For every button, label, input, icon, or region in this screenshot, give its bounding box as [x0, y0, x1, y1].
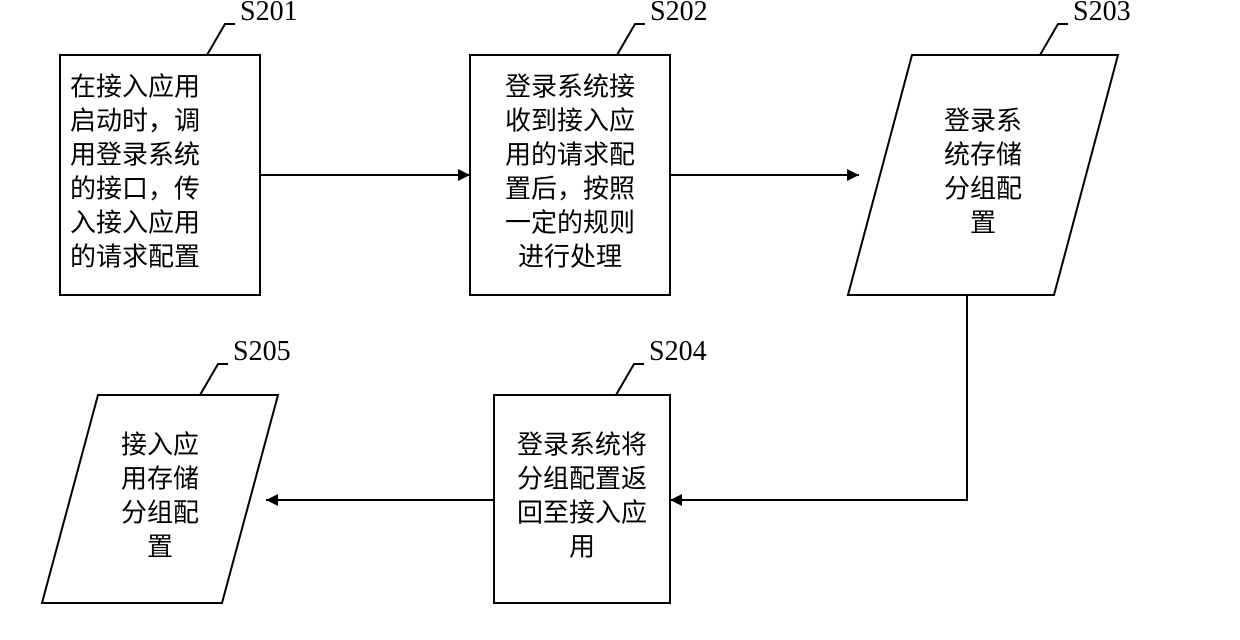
node-text-s202-line0: 登录系统接: [505, 72, 635, 101]
node-text-s201-line0: 在接入应用: [70, 72, 200, 101]
node-s202: S202 登录系统接收到接入应用的请求配置后，按照一定的规则进行处理: [470, 0, 708, 295]
node-text-s204-line3: 用: [569, 532, 595, 561]
node-text-s205-line1: 用存储: [121, 464, 199, 493]
node-text-s205-line3: 置: [147, 532, 173, 561]
node-text-s204-line2: 回至接入应: [517, 498, 647, 527]
node-label-s202: S202: [650, 0, 708, 27]
node-text-s204-line0: 登录系统将: [517, 430, 647, 459]
node-text-s201-line1: 启动时，调: [70, 106, 200, 135]
flag-s202: [617, 24, 645, 55]
node-text-s204-line1: 分组配置返: [517, 464, 647, 493]
node-text-s201-line4: 入接入应用: [70, 208, 200, 237]
flag-s204: [616, 364, 644, 395]
node-text-s201-line5: 的请求配置: [70, 242, 200, 271]
node-s205: S205 接入应用存储分组配置: [42, 336, 291, 603]
flag-s203: [1040, 24, 1068, 55]
node-text-s201-line3: 的接口，传: [70, 174, 200, 203]
node-text-s202-line2: 用的请求配: [505, 140, 635, 169]
node-s204: S204 登录系统将分组配置返回至接入应用: [494, 336, 707, 603]
node-label-s201: S201: [240, 0, 298, 27]
node-text-s202-line1: 收到接入应: [505, 106, 635, 135]
node-text-s202-line3: 置后，按照: [505, 174, 635, 203]
node-text-s205-line2: 分组配: [121, 498, 199, 527]
node-label-s203: S203: [1073, 0, 1131, 27]
node-s203: S203 登录系统存储分组配置: [848, 0, 1131, 295]
node-text-s202-line5: 进行处理: [518, 242, 622, 271]
node-text-s202-line4: 一定的规则: [505, 208, 635, 237]
flag-s201: [207, 24, 235, 55]
node-text-s201-line2: 用登录系统: [70, 140, 200, 169]
node-label-s204: S204: [649, 336, 707, 367]
node-text-s205-line0: 接入应: [121, 430, 199, 459]
edge-s203-s204: [670, 295, 967, 500]
node-label-s205: S205: [233, 336, 291, 367]
node-text-s203-line1: 统存储: [944, 140, 1022, 169]
node-text-s203-line0: 登录系: [944, 106, 1022, 135]
node-text-s203-line3: 置: [970, 208, 996, 237]
node-text-s203-line2: 分组配: [944, 174, 1022, 203]
flag-s205: [200, 364, 228, 395]
node-s201: S201 在接入应用启动时，调用登录系统的接口，传入接入应用的请求配置: [60, 0, 298, 295]
